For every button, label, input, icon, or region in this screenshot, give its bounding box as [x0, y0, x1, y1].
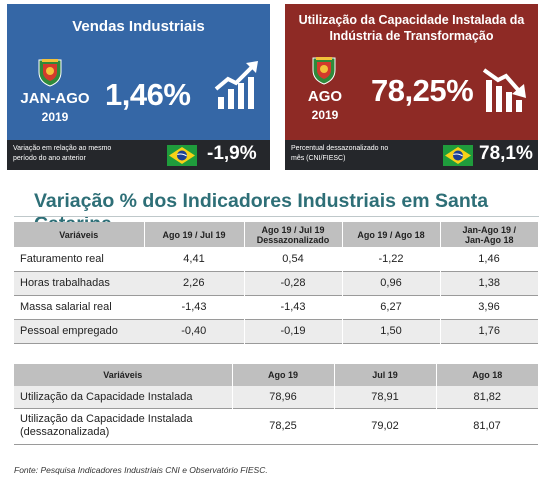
table-row: Utilização da Capacidade Instalada 78,96… [14, 386, 538, 408]
row-label: Horas trabalhadas [14, 271, 144, 295]
table-row: Faturamento real 4,41 0,54 -1,22 1,46 [14, 247, 538, 271]
capacity-footer-note: Percentual dessazonalizado no mês (CNI/F… [291, 144, 388, 164]
table-cell: 78,91 [333, 386, 436, 408]
column-header: Ago 19 / Jul 19 [143, 222, 244, 247]
capacity-header-row: Variáveis Ago 19 Jul 19 Ago 18 [14, 364, 538, 386]
table-cell: 3,96 [478, 301, 500, 313]
sales-period-year: 2019 [41, 110, 69, 124]
indicators-table: Variáveis Ago 19 / Jul 19 Ago 19 / Jul 1… [14, 222, 538, 344]
column-header: Jul 19 [333, 364, 436, 386]
table-cell: 79,02 [371, 420, 399, 432]
table-cell: 4,41 [183, 252, 205, 265]
capacity-national-value: 78,1% [479, 143, 533, 164]
table-cell: -1,43 [181, 301, 207, 313]
capacity-title-line1: Utilização da Capacidade Instalada da [298, 13, 525, 27]
sales-footer-note: Variação em relação ao mesmo período do … [13, 144, 111, 164]
column-header: Ago 19 / Ago 18 [341, 222, 440, 247]
source-note: Fonte: Pesquisa Indicadores Industriais … [14, 465, 268, 475]
sales-period-months: JAN-AGO [20, 90, 90, 107]
sales-card: Vendas Industriais JAN-AGO 2019 1,46% Va… [7, 4, 270, 170]
section-divider [14, 216, 539, 217]
trend-up-icon [212, 59, 264, 113]
capacity-footer: Percentual dessazonalizado no mês (CNI/F… [285, 140, 538, 170]
table-cell: 0,96 [341, 271, 440, 295]
table-cell: 0,54 [282, 252, 304, 265]
table-cell: -0,28 [243, 271, 342, 295]
row-label: Utilização da Capacidade Instalada (dess… [14, 408, 232, 444]
column-header: Ago 18 [435, 364, 538, 386]
sales-footer: Variação em relação ao mesmo período do … [7, 140, 270, 170]
capacity-period: AGO 2019 [285, 88, 365, 124]
brazil-flag-icon [167, 145, 197, 166]
row-label-line1: Utilização da Capacidade Instalada [20, 390, 193, 403]
table-cell: 81,82 [435, 386, 538, 408]
column-header: Variáveis [14, 364, 232, 386]
row-label: Faturamento real [20, 252, 104, 265]
capacity-card: Utilização da Capacidade Instalada da In… [285, 4, 538, 170]
column-header: Variáveis [14, 222, 144, 247]
table-row: Massa salarial real -1,43 -1,43 6,27 3,9… [14, 295, 538, 319]
table-cell: -1,43 [280, 301, 306, 313]
capacity-period-year: 2019 [311, 108, 339, 122]
table-row: Horas trabalhadas 2,26 -0,28 0,96 1,38 [14, 271, 538, 295]
capacity-card-title: Utilização da Capacidade Instalada da In… [285, 12, 538, 44]
sales-period: JAN-AGO 2019 [7, 90, 103, 126]
table-row: Utilização da Capacidade Instalada (dess… [14, 408, 538, 444]
column-header: Jan-Ago 19 /Jan-Ago 18 [439, 222, 538, 247]
table-cell: 78,96 [231, 386, 334, 408]
table-cell: -0,19 [243, 319, 342, 343]
table-cell: 1,50 [341, 319, 440, 343]
capacity-note-line2: mês (CNI/FIESC) [291, 155, 346, 162]
capacity-period-month: AGO [307, 88, 343, 105]
capacity-value: 78,25% [371, 73, 474, 108]
table-cell: 6,27 [380, 301, 402, 313]
table-cell: 2,26 [144, 271, 244, 295]
row-label-line2: (dessazonalizada) [20, 426, 110, 438]
table-cell: 1,46 [478, 252, 500, 265]
column-header: Ago 19 / Jul 19 Dessazonalizado [243, 222, 342, 247]
table-cell: 78,25 [269, 420, 297, 432]
brazil-flag-icon [443, 145, 473, 166]
sales-note-line1: Variação em relação ao mesmo [13, 145, 112, 152]
row-label-line1: Utilização da Capacidade Instalada [20, 413, 193, 425]
row-label: Utilização da Capacidade Instalada [14, 386, 232, 408]
santa-catarina-crest-icon [37, 57, 63, 87]
table-cell: 81,07 [473, 420, 501, 432]
table-cell: -0,40 [144, 319, 244, 343]
sales-card-title: Vendas Industriais [72, 18, 205, 35]
row-label: Massa salarial real [20, 301, 112, 313]
sales-value: 1,46% [105, 77, 191, 112]
row-label: Pessoal empregado [14, 319, 144, 343]
capacity-note-line1: Percentual dessazonalizado no [291, 145, 389, 152]
table-row: Pessoal empregado -0,40 -0,19 1,50 1,76 [14, 319, 538, 343]
capacity-table: Variáveis Ago 19 Jul 19 Ago 18 Utilizaçã… [14, 364, 538, 445]
capacity-title-line2: Indústria de Transformação [329, 29, 494, 43]
sales-national-value: -1,9% [207, 143, 257, 164]
table-cell: 1,38 [439, 271, 538, 295]
table-cell: -1,22 [378, 252, 404, 265]
indicators-header-row: Variáveis Ago 19 / Jul 19 Ago 19 / Jul 1… [14, 222, 538, 247]
table-cell: 1,76 [439, 319, 538, 343]
sales-note-line2: período do ano anterior [13, 155, 86, 162]
column-header: Ago 19 [231, 364, 334, 386]
trend-down-icon [480, 62, 532, 116]
santa-catarina-crest-icon [311, 55, 337, 85]
